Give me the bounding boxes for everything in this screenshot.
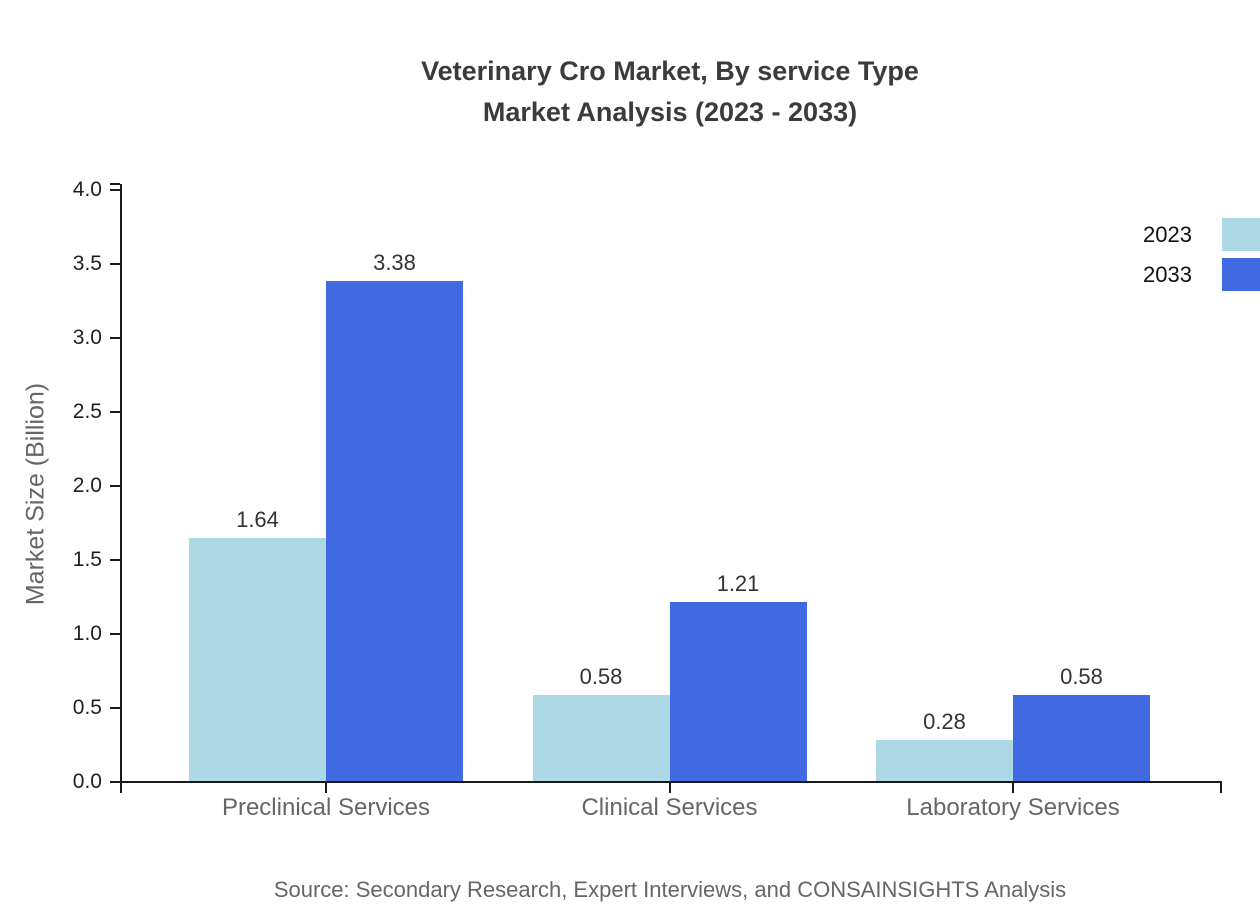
y-tick	[110, 189, 120, 191]
chart-title-line2: Market Analysis (2023 - 2033)	[482, 97, 858, 127]
x-category-tick	[325, 783, 327, 793]
y-tick-label: 0.5	[72, 696, 102, 719]
legend-swatch-2033	[1222, 258, 1260, 291]
y-tick	[110, 707, 120, 709]
legend: 2023 2033	[1143, 218, 1260, 291]
bar-2023	[532, 695, 670, 781]
x-category-tick	[1012, 783, 1014, 793]
y-tick-label: 3.0	[72, 326, 102, 349]
y-tick	[110, 411, 120, 413]
source-note: Source: Secondary Research, Expert Inter…	[273, 877, 1067, 902]
chart-title: Veterinary Cro Market, By service Type M…	[140, 51, 1200, 133]
legend-swatch-2023	[1222, 218, 1260, 251]
x-axis-spine	[120, 781, 1222, 783]
y-tick-label: 4.0	[72, 178, 102, 201]
bar-value-label: 0.58	[1060, 664, 1103, 689]
bar-value-label: 3.38	[373, 250, 416, 275]
y-tick	[110, 633, 120, 635]
bar-2023	[189, 538, 326, 781]
legend-item-2033: 2033	[1143, 258, 1260, 291]
y-tick	[110, 559, 120, 561]
bar-value-label: 0.58	[579, 664, 623, 689]
legend-item-2023: 2023	[1143, 218, 1260, 251]
bar-2033	[1013, 695, 1150, 781]
y-tick	[110, 781, 120, 783]
y-tick-label: 2.0	[72, 474, 102, 497]
bar-value-label: 0.28	[923, 709, 966, 734]
legend-label: 2023	[1143, 222, 1192, 247]
bar-2033	[326, 281, 463, 781]
y-tick	[110, 485, 120, 487]
bar-2033	[669, 602, 807, 781]
y-tick-label: 1.0	[72, 622, 102, 645]
y-tick-label: 1.5	[72, 548, 102, 571]
y-axis-top-cap	[110, 183, 120, 185]
x-category-tick	[668, 783, 671, 793]
legend-label: 2033	[1143, 262, 1192, 287]
x-category-label: Clinical Services	[581, 794, 758, 821]
y-tick	[110, 337, 120, 339]
chart-title-line1: Veterinary Cro Market, By service Type	[421, 56, 919, 86]
bar-2023	[876, 740, 1013, 781]
y-tick-label: 0.0	[72, 770, 102, 793]
y-tick-label: 3.5	[72, 252, 102, 275]
y-tick-label: 2.5	[72, 400, 102, 423]
x-category-label: Preclinical Services	[221, 794, 431, 821]
y-tick	[110, 263, 120, 265]
bar-value-label: 1.21	[716, 571, 760, 596]
bar-value-label: 1.64	[236, 507, 279, 532]
x-axis-left-end-tick	[120, 783, 122, 793]
y-axis-spine	[120, 184, 122, 783]
x-category-label: Laboratory Services	[906, 794, 1120, 821]
x-axis-right-end-tick	[1220, 783, 1222, 793]
